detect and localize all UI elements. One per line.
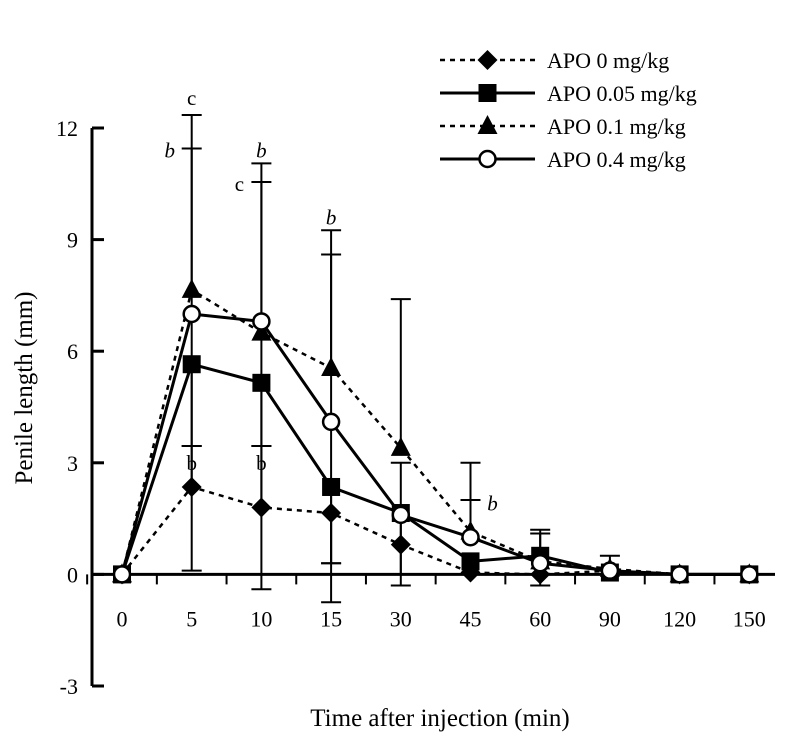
legend-label: APO 0.05 mg/kg	[547, 81, 697, 106]
legend-marker	[478, 149, 497, 169]
x-tick-label: 30	[390, 606, 412, 631]
data-point	[461, 552, 480, 571]
data-point	[600, 561, 620, 580]
y-tick-label: -3	[60, 674, 78, 699]
legend-label: APO 0 mg/kg	[547, 48, 669, 73]
y-tick-label: 12	[56, 116, 78, 141]
y-axis-title: Penile length (mm)	[11, 291, 38, 484]
x-tick-label: 45	[460, 606, 482, 631]
series-line	[120, 312, 750, 576]
data-point	[112, 565, 132, 584]
series-layer	[112, 113, 760, 604]
x-axis-title: Time after injection (min)	[310, 705, 569, 732]
y-tick-label: 6	[67, 339, 78, 364]
annotation-label: b	[487, 492, 498, 516]
data-point	[390, 436, 411, 456]
y-tick-label: 0	[67, 562, 78, 587]
annotation-label: b	[164, 138, 175, 162]
series-1	[113, 355, 759, 604]
data-point	[740, 565, 759, 584]
x-tick-label: 10	[250, 606, 272, 631]
x-tick-label: 150	[733, 606, 766, 631]
legend-item-3: APO 0.4 mg/kg	[440, 147, 686, 172]
series-2	[112, 113, 760, 583]
legend-marker	[478, 84, 497, 102]
series-line	[120, 287, 750, 576]
data-point	[321, 412, 341, 432]
data-point	[182, 304, 201, 324]
series-0	[112, 445, 760, 585]
x-tick-label: 5	[186, 606, 197, 631]
x-tick-label: 60	[529, 606, 551, 631]
data-point	[252, 312, 271, 331]
annotation-label: c	[187, 86, 196, 110]
legend: APO 0 mg/kg APO 0.05 mg/kg APO 0.1 mg/kg AP…	[440, 48, 697, 172]
annotation-label: c	[235, 172, 244, 196]
data-point	[391, 505, 411, 525]
legend-label: APO 0.4 mg/kg	[547, 147, 686, 172]
legend-marker	[477, 115, 498, 134]
annotation-label: b	[186, 451, 197, 475]
data-point	[670, 565, 689, 584]
data-point	[530, 553, 550, 573]
y-tick-label: 3	[67, 451, 78, 476]
legend-label: APO 0.1 mg/kg	[547, 114, 686, 139]
x-tick-label: 15	[320, 606, 342, 631]
annotation-label: b	[256, 451, 267, 475]
x-tick-label: 0	[117, 606, 128, 631]
legend-marker	[477, 50, 498, 70]
legend-item-1: APO 0.05 mg/kg	[440, 81, 697, 106]
x-tick-label: 90	[599, 606, 621, 631]
x-tick-label: 120	[663, 606, 696, 631]
series-line	[121, 485, 750, 576]
annotation-label: b	[326, 205, 337, 229]
data-point	[461, 527, 480, 547]
series-line	[120, 362, 750, 576]
series-3	[112, 147, 759, 591]
legend-item-0: APO 0 mg/kg	[440, 48, 669, 73]
legend-item-2: APO 0.1 mg/kg	[440, 114, 686, 139]
y-tick-label: 9	[67, 228, 78, 253]
annotation-label: b	[256, 138, 267, 162]
